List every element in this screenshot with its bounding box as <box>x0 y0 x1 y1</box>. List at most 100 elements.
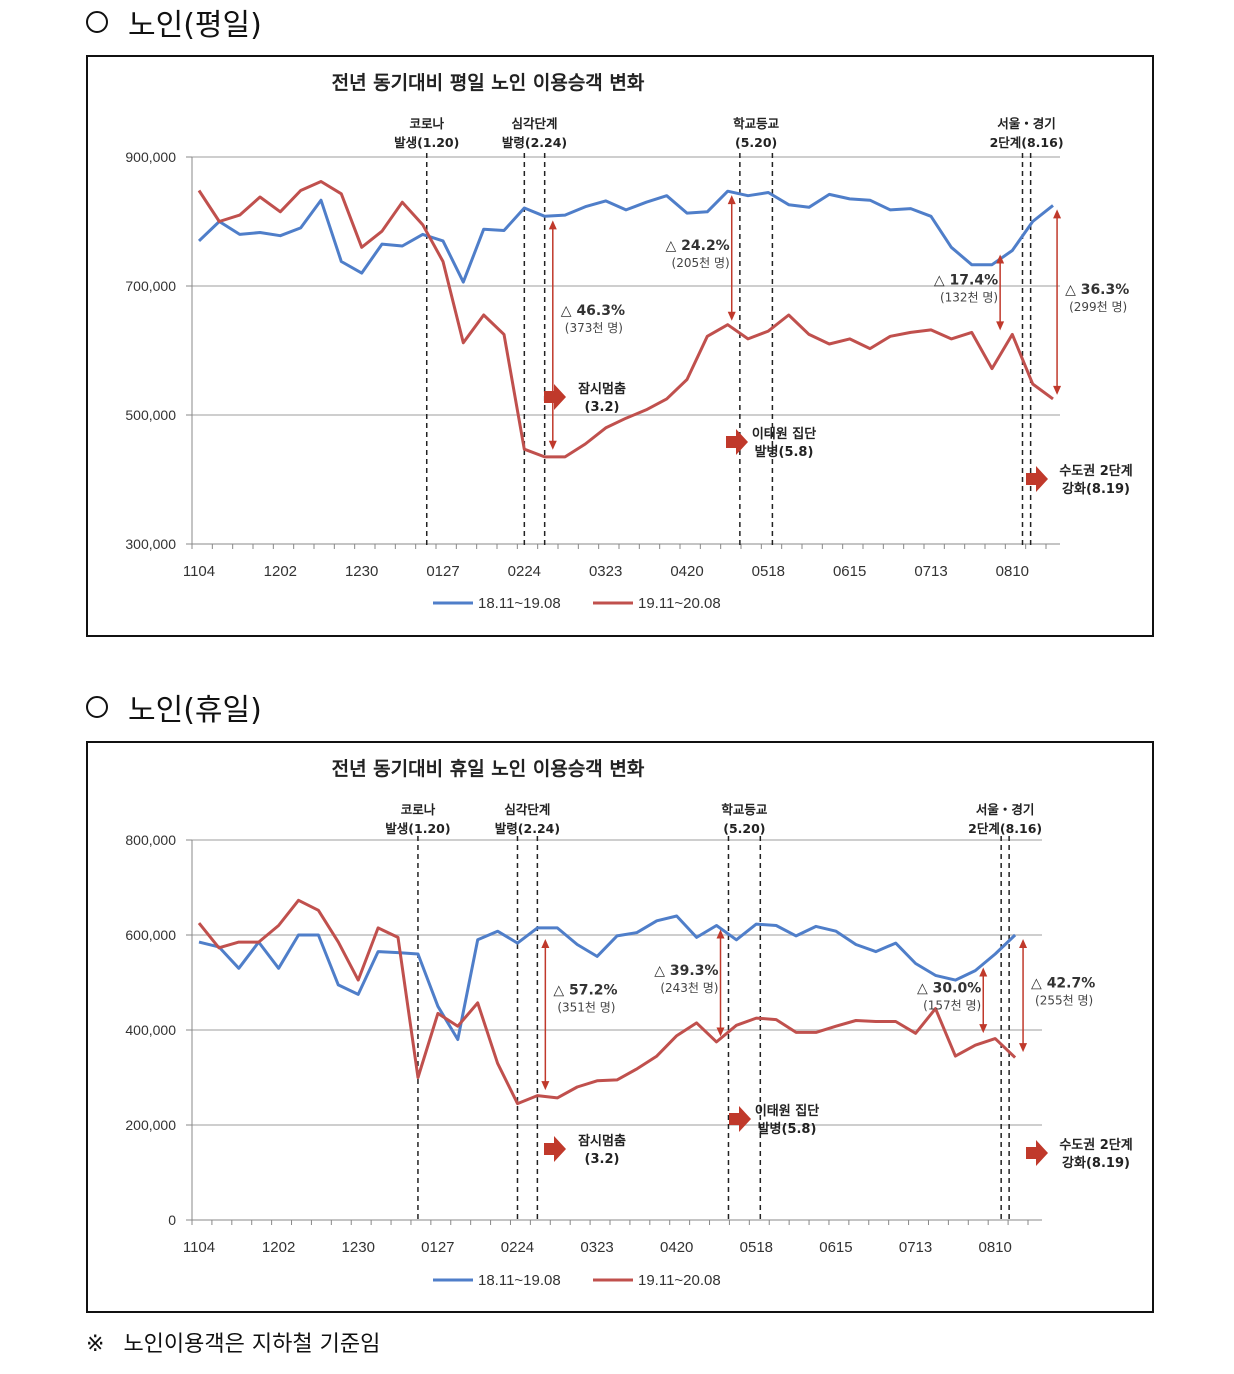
difference-percent: △ 39.3% <box>654 963 718 979</box>
arrowhead-up-icon <box>548 220 557 230</box>
difference-percent: △ 30.0% <box>917 980 981 996</box>
x-tick-label: 0810 <box>979 1239 1012 1256</box>
x-tick-label: 0713 <box>899 1239 932 1256</box>
arrowhead-down-icon <box>541 1081 550 1091</box>
x-tick-label: 1202 <box>262 1239 295 1256</box>
event-note-text: (3.2) <box>585 400 620 415</box>
event-note-text: 강화(8.19) <box>1062 481 1130 497</box>
difference-count: (132천 명) <box>940 289 998 304</box>
x-tick-label: 1104 <box>183 1239 215 1256</box>
event-note-text: 수도권 2단계 <box>1059 463 1132 479</box>
holiday-chart-frame: 전년 동기대비 휴일 노인 이용승객 변화 800,000 600,000 400,0… <box>86 741 1154 1313</box>
event-note-text: 수도권 2단계 <box>1059 1137 1132 1153</box>
event-label: 발령(2.24) <box>495 821 560 836</box>
event-label: 심각단계 <box>504 802 550 817</box>
x-tick-label: 0323 <box>580 1239 613 1256</box>
x-tick-label: 0518 <box>752 563 785 580</box>
y-tick-label: 0 <box>168 1212 176 1228</box>
x-tick-label: 0615 <box>833 563 866 580</box>
event-label: 서울・경기 <box>976 802 1035 817</box>
arrowhead-down-icon <box>716 1027 725 1037</box>
difference-count: (255천 명) <box>1035 993 1093 1008</box>
reference-mark-icon: ※ <box>86 1332 105 1357</box>
difference-percent: △ 46.3% <box>561 303 625 319</box>
difference-percent: △ 17.4% <box>934 272 998 288</box>
event-label: (5.20) <box>723 821 765 836</box>
arrowhead-up-icon <box>1019 939 1028 948</box>
event-note-text: 잠시멈춤 <box>578 1133 626 1149</box>
arrowhead-down-icon <box>996 321 1005 331</box>
weekday-chart: 전년 동기대비 평일 노인 이용승객 변화 900,000 700,000 500,0… <box>125 72 1132 612</box>
difference-percent: △ 42.7% <box>1031 976 1095 992</box>
legend-label: 19.11~20.08 <box>638 595 721 612</box>
event-note-text: (3.2) <box>585 1152 620 1167</box>
event-label: 학교등교 <box>721 802 768 817</box>
x-tick-label: 0224 <box>508 563 541 580</box>
event-label: 2단계(8.16) <box>990 135 1064 150</box>
event-label: (5.20) <box>735 135 777 150</box>
red-right-arrow-icon <box>544 1136 566 1162</box>
x-tick-label: 1230 <box>345 563 378 580</box>
y-tick-label: 300,000 <box>125 536 176 552</box>
x-tick-label: 0224 <box>501 1239 534 1256</box>
event-note-text: 강화(8.19) <box>1062 1155 1130 1171</box>
holiday-chart: 전년 동기대비 휴일 노인 이용승객 변화 800,000 600,000 400,0… <box>125 758 1132 1289</box>
x-tick-label: 0420 <box>670 563 703 580</box>
difference-percent: △ 57.2% <box>553 983 617 999</box>
x-tick-label: 0127 <box>426 563 459 580</box>
red-right-arrow-icon <box>726 429 748 455</box>
x-tick-label: 0420 <box>660 1239 693 1256</box>
arrowhead-up-icon <box>1053 209 1062 219</box>
red-right-arrow-icon <box>729 1106 751 1132</box>
footnote-text: 노인이용객은 지하철 기준임 <box>123 1332 381 1357</box>
event-note-text: 발병(5.8) <box>755 444 814 460</box>
event-label: 발생(1.20) <box>394 135 459 150</box>
section-title-holiday: 노인(휴일) <box>86 685 262 729</box>
chart-title: 전년 동기대비 휴일 노인 이용승객 변화 <box>332 758 645 780</box>
x-tick-label: 0810 <box>996 563 1029 580</box>
event-note-text: 이태원 집단 <box>755 1103 819 1119</box>
x-tick-label: 0127 <box>421 1239 454 1256</box>
x-tick-label: 0518 <box>740 1239 773 1256</box>
difference-count: (243천 명) <box>660 980 718 995</box>
x-tick-label: 1104 <box>183 563 215 580</box>
arrowhead-up-icon <box>716 929 725 939</box>
x-tick-label: 0323 <box>589 563 622 580</box>
arrowhead-up-icon <box>996 254 1005 264</box>
y-tick-label: 600,000 <box>125 927 176 943</box>
x-tick-label: 0713 <box>914 563 947 580</box>
legend-label: 19.11~20.08 <box>638 1272 721 1289</box>
chart-title: 전년 동기대비 평일 노인 이용승객 변화 <box>332 72 645 94</box>
section-title-text: 노인(평일) <box>128 8 262 43</box>
legend-label: 18.11~19.08 <box>478 1272 561 1289</box>
difference-count: (351천 명) <box>557 1000 615 1015</box>
y-tick-label: 900,000 <box>125 149 176 165</box>
arrowhead-down-icon <box>1053 385 1062 395</box>
red-right-arrow-icon <box>544 384 566 410</box>
event-label: 코로나 <box>409 116 444 131</box>
event-label: 발령(2.24) <box>502 135 567 150</box>
x-tick-label: 1230 <box>342 1239 375 1256</box>
series-line <box>197 180 1054 459</box>
arrowhead-down-icon <box>979 1024 988 1034</box>
y-tick-label: 700,000 <box>125 278 176 294</box>
difference-percent: △ 24.2% <box>666 238 730 254</box>
x-tick-label: 0615 <box>819 1239 852 1256</box>
event-label: 발생(1.20) <box>385 821 450 836</box>
arrowhead-up-icon <box>979 967 988 977</box>
difference-count: (205천 명) <box>672 255 730 270</box>
y-tick-label: 500,000 <box>125 407 176 423</box>
event-label: 심각단계 <box>511 116 557 131</box>
footnote: ※ 노인이용객은 지하철 기준임 <box>86 1326 380 1358</box>
x-tick-label: 1202 <box>264 563 297 580</box>
arrowhead-down-icon <box>548 440 557 450</box>
weekday-chart-frame: 전년 동기대비 평일 노인 이용승객 변화 900,000 700,000 500,0… <box>86 55 1154 637</box>
arrowhead-down-icon <box>727 311 736 321</box>
difference-count: (373천 명) <box>565 320 623 335</box>
arrowhead-up-icon <box>541 939 550 948</box>
circle-bullet-icon <box>86 696 108 718</box>
y-tick-label: 200,000 <box>125 1117 176 1133</box>
difference-count: (157천 명) <box>923 997 981 1012</box>
event-note-text: 이태원 집단 <box>752 426 816 442</box>
arrowhead-up-icon <box>727 195 736 205</box>
